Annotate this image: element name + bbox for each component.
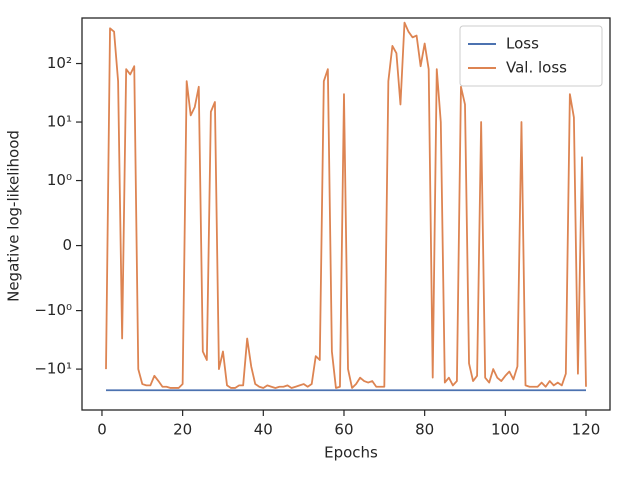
y-tick-label: 10¹ <box>47 113 72 131</box>
x-tick-label: 0 <box>97 421 107 439</box>
x-tick-label: 20 <box>173 421 192 439</box>
x-tick-label: 120 <box>572 421 601 439</box>
legend-label: Loss <box>506 35 539 53</box>
legend-label: Val. loss <box>506 59 567 77</box>
data-line <box>105 21 587 389</box>
x-axis-label: Epochs <box>324 444 378 462</box>
legend-box <box>459 25 603 87</box>
y-tick-label: −10¹ <box>34 360 72 378</box>
x-tick-label: 60 <box>334 421 353 439</box>
x-tick-label: 100 <box>491 421 520 439</box>
y-axis-label: Negative log-likelihood <box>5 130 23 302</box>
y-tick-label: −10⁰ <box>34 301 72 319</box>
y-tick-label: 0 <box>62 236 72 254</box>
plot-frame <box>81 17 611 411</box>
x-tick-label: 40 <box>254 421 273 439</box>
x-tick-label: 80 <box>415 421 434 439</box>
y-tick-label: 10² <box>47 54 72 72</box>
y-tick-label: 10⁰ <box>47 171 72 189</box>
